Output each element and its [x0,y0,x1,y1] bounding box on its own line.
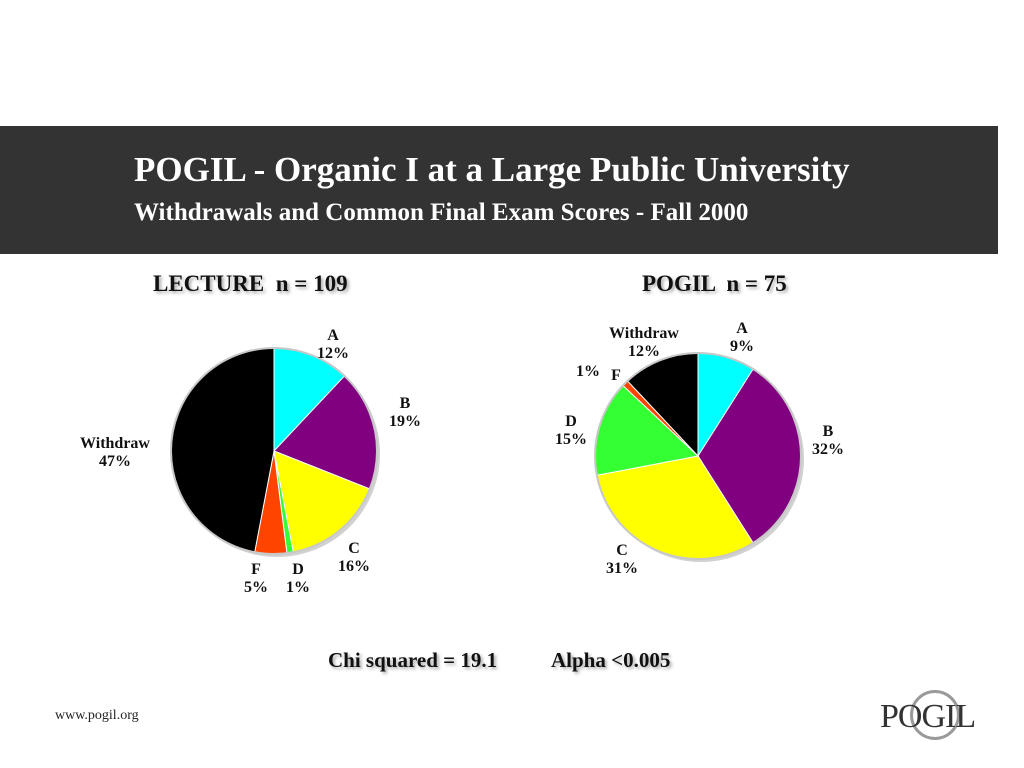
pie-label-category: D [565,413,577,430]
pie-label-value: 1% [576,363,600,380]
pie-label-category: B [823,423,834,440]
footer-url[interactable]: www.pogil.org [55,708,139,723]
pie-label-category: Withdraw [80,435,150,452]
pie-outline [170,347,378,555]
chi-squared-stat: Chi squared = 19.1 [328,648,498,672]
pie-label-value: 31% [606,560,638,577]
pie-label-category: Withdraw [609,325,679,342]
pie-label-category: F [611,367,621,384]
pie-label-value: 9% [730,338,754,355]
title-banner [0,126,998,254]
pie-label-value: 15% [555,431,587,448]
pie-label-category: A [736,320,748,337]
pie-label-value: 1% [286,579,310,596]
alpha-stat: Alpha <0.005 [551,648,671,672]
slide-subtitle: Withdrawals and Common Final Exam Scores… [134,199,749,226]
pogil-chart-heading: POGIL n = 75 [642,271,787,296]
logo-ring-icon [910,690,960,740]
pie-label-category: C [616,542,628,559]
logo-text: POGIL [880,698,976,735]
slide-title: POGIL - Organic I at a Large Public Univ… [134,150,850,189]
pie-label-category: A [327,327,339,344]
pie-label-value: 19% [389,413,421,430]
pie-label-value: 16% [338,558,370,575]
pie-label-value: 12% [317,345,349,362]
lecture-chart-heading: LECTURE n = 109 [153,271,348,296]
pie-label-category: D [292,561,304,578]
pie-label-category: C [348,540,360,557]
pie-label-category: B [400,395,411,412]
pie-label-value: 47% [99,453,131,470]
pie-label-value: 32% [812,441,844,458]
pie-label-value: 5% [244,579,268,596]
pogil-logo: POGIL [880,690,990,745]
pie-label-category: F [251,561,261,578]
pie-outline [594,352,802,560]
pie-label-value: 12% [628,343,660,360]
pie-slice-withdraw [170,347,275,553]
